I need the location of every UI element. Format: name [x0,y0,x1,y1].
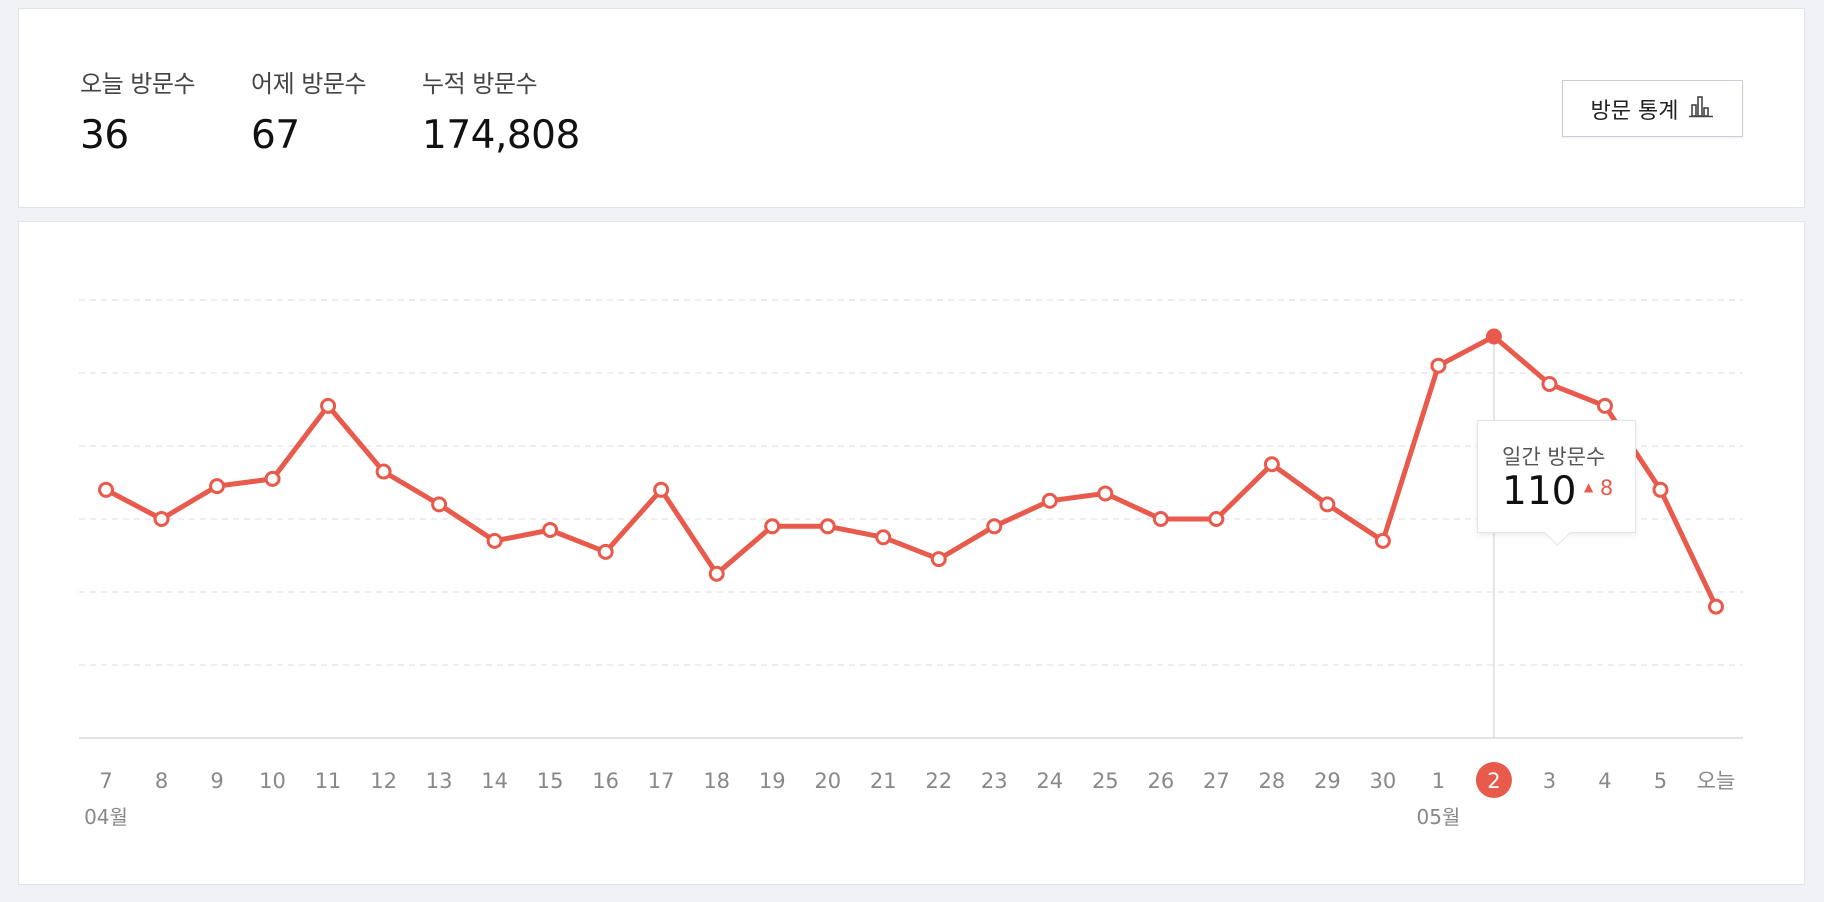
bar-chart-icon [1688,94,1714,124]
data-point [1430,357,1447,374]
data-point [209,478,226,495]
x-tick-label: 21 [870,769,897,793]
x-tick-label: 5 [1654,769,1667,793]
data-point [930,551,947,568]
month-label: 04월 [84,805,128,829]
data-point [98,481,114,498]
x-tick-label: 15 [537,769,564,793]
data-point [819,518,836,535]
data-point [764,518,781,535]
data-point [1541,375,1558,392]
selected-tick-badge [1475,762,1512,798]
data-point [542,521,559,538]
stats-card: 오늘 방문수 36 어제 방문수 67 누적 방문수 174,808 방문 통계 [18,8,1805,208]
x-tick-label: 24 [1036,769,1063,793]
total-visits: 누적 방문수 174,808 [422,64,580,158]
data-point [1652,481,1669,498]
x-tick-label: 1 [1432,769,1445,793]
x-tick-label: 30 [1370,769,1397,793]
data-point [1263,456,1280,473]
total-visits-value: 174,808 [422,113,580,158]
data-point [1097,485,1114,502]
visit-stats-button-label: 방문 통계 [1590,98,1679,124]
data-point [708,565,725,582]
series-line [103,334,1719,610]
data-point [1708,598,1724,615]
data-point [375,463,392,480]
x-tick-label: 25 [1092,769,1119,793]
visit-stats-button[interactable]: 방문 통계 [1562,80,1743,137]
chart-card: 7 8 9 10 11 12 13 14 15 16 17 18 19 20 21 22 23 24 25 26 27 2… [18,221,1805,885]
x-tick-label: 10 [259,769,286,793]
tooltip-label: 일간 방문수 [1502,445,1606,469]
today-visits-value: 36 [80,113,129,158]
daily-visits-tooltip: 일간 방문수 110 ▲ 8 [1477,420,1636,546]
tooltip-change-value: 8 [1599,476,1614,500]
data-point-selected [1485,328,1502,345]
x-tick-label: 22 [925,769,952,793]
today-visits-label: 오늘 방문수 [80,70,196,98]
visits-line-chart: 7 8 9 10 11 12 13 14 15 16 17 18 19 20 21 22 23 24 25 26 27 2… [79,299,1743,829]
x-tick-label: 14 [481,769,508,793]
data-point [597,543,614,560]
data-point [1319,496,1336,513]
data-point [986,518,1003,535]
x-tick-label-selected: 2 [1487,769,1500,793]
data-point [1208,511,1225,527]
x-tick-label: 23 [981,769,1008,793]
x-tick-label: 28 [1258,769,1285,793]
x-tick-label: 13 [426,769,453,793]
x-tick-label: 20 [814,769,841,793]
x-tick-label: 18 [703,769,730,793]
data-point [1374,532,1391,549]
data-point [431,496,448,513]
x-tick-label: 26 [1147,769,1174,793]
x-tick-label: 9 [210,769,223,793]
month-label: 05월 [1416,805,1460,829]
data-point [264,470,281,487]
x-tick-label: 19 [759,769,786,793]
tooltip-value: 110 [1502,469,1577,514]
up-triangle-icon: ▲ [1584,480,1594,494]
x-tick-label: 8 [155,769,168,793]
x-tick-label: 3 [1543,769,1556,793]
x-tick-label: 29 [1314,769,1341,793]
x-tick-label: 27 [1203,769,1230,793]
yesterday-visits-label: 어제 방문수 [251,70,367,98]
data-point [153,511,170,527]
data-point [653,481,670,498]
x-tick-label: 11 [315,769,342,793]
data-point [1041,492,1058,509]
x-tick-label: 12 [370,769,397,793]
data-point [1152,511,1169,527]
today-visits: 오늘 방문수 36 [80,64,196,158]
data-point [320,397,337,414]
yesterday-visits-value: 67 [251,113,300,158]
x-tick-label: 오늘 [1697,769,1736,793]
data-point [1596,397,1613,414]
x-tick-label: 7 [99,769,112,793]
x-tick-label: 4 [1598,769,1611,793]
x-tick-label: 16 [592,769,619,793]
x-tick-label: 17 [648,769,675,793]
data-point [486,532,503,549]
yesterday-visits: 어제 방문수 67 [251,64,367,158]
data-point [875,529,892,546]
tooltip-change: ▲ 8 [1584,476,1613,500]
total-visits-label: 누적 방문수 [422,70,538,98]
